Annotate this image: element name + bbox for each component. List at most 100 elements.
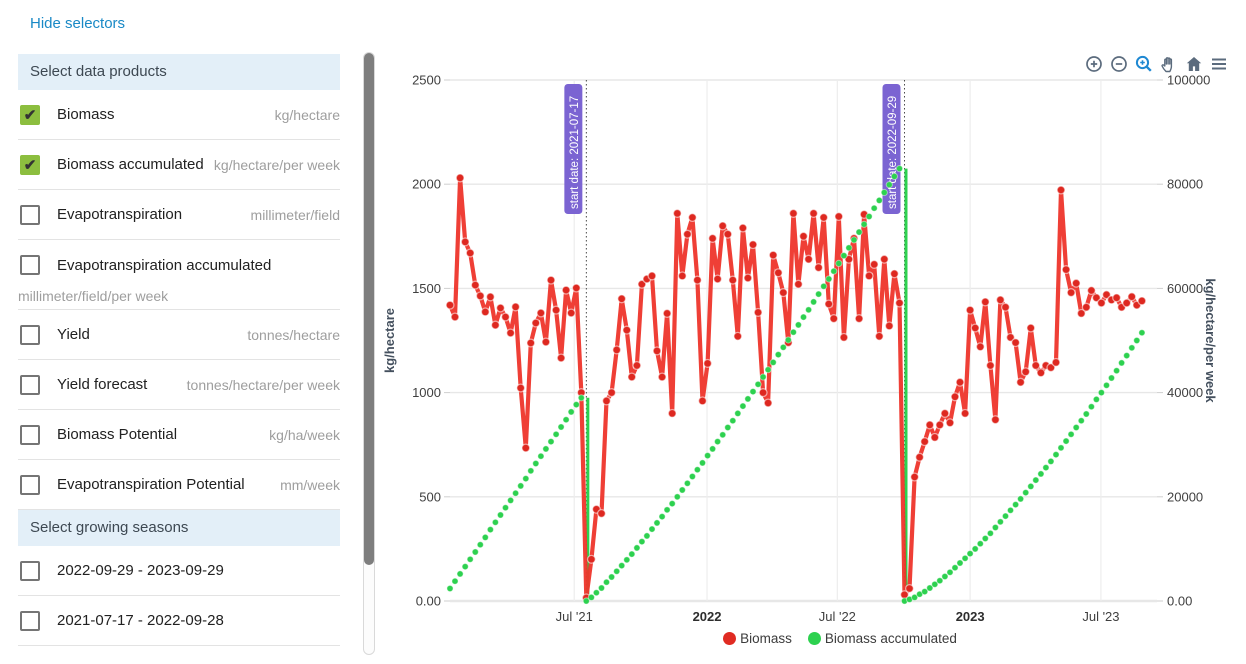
- biomass-point: [788, 208, 798, 218]
- biomass-point: [910, 472, 920, 482]
- biomass-point: [935, 420, 945, 430]
- biomass-point: [622, 325, 632, 335]
- accumulated-legend-dot: [807, 632, 821, 645]
- sidebar-scrollbar[interactable]: [363, 52, 375, 655]
- checkbox[interactable]: [20, 474, 40, 495]
- checkbox[interactable]: [20, 255, 40, 275]
- biomass-point: [677, 271, 687, 281]
- accumulated-point: [820, 282, 828, 290]
- accumulated-point: [582, 597, 590, 605]
- zoom-out-icon[interactable]: [1107, 52, 1131, 76]
- pan-icon[interactable]: [1157, 52, 1181, 76]
- accumulated-point: [739, 402, 747, 410]
- biomass-point: [748, 240, 758, 250]
- menu-icon[interactable]: [1207, 52, 1231, 76]
- right-axis-title: kg/hectare/per week: [1203, 278, 1218, 403]
- accumulated-point: [734, 409, 742, 417]
- legend-item-biomass-accumulated[interactable]: Biomass accumulated: [807, 631, 957, 646]
- biomass-point: [814, 263, 824, 273]
- checkbox[interactable]: ✔: [20, 154, 40, 175]
- product-item-biomass-potential[interactable]: Biomass Potential kg/ha/week: [18, 410, 340, 460]
- accumulated-point: [537, 452, 545, 460]
- checkbox[interactable]: [20, 204, 40, 225]
- hide-selectors-link[interactable]: Hide selectors: [30, 15, 126, 32]
- accumulated-point: [941, 572, 949, 581]
- accumulated-point: [865, 212, 873, 221]
- accumulated-point: [1128, 344, 1136, 352]
- biomass-point: [460, 237, 470, 247]
- checkbox[interactable]: ✔: [20, 104, 40, 125]
- biomass-point: [672, 208, 682, 218]
- biomass-point: [955, 377, 965, 387]
- accumulated-point: [602, 578, 611, 586]
- accumulated-point: [1062, 437, 1070, 445]
- accumulated-point: [890, 172, 899, 180]
- section-header-data-products: Select data products: [18, 54, 340, 90]
- biomass-point: [723, 229, 733, 239]
- product-unit: millimeter/field/per week: [18, 288, 169, 304]
- accumulated-point: [971, 545, 979, 553]
- y-axis-tick-right: 0.00: [1167, 594, 1192, 609]
- product-item-biomass[interactable]: ✔ Biomass kg/hectare: [18, 90, 340, 140]
- accumulated-point: [951, 564, 959, 572]
- biomass-point: [864, 271, 874, 281]
- accumulated-point: [749, 388, 757, 396]
- checkbox[interactable]: [20, 374, 40, 395]
- y-axis-tick-left: 1500: [412, 281, 441, 296]
- biomass-point: [652, 346, 662, 356]
- scrollbar-thumb[interactable]: [364, 53, 374, 565]
- biomass-point: [829, 314, 839, 324]
- accumulated-point: [562, 416, 570, 424]
- zoom-in-icon[interactable]: [1082, 52, 1106, 76]
- biomass-point: [455, 173, 465, 183]
- home-icon[interactable]: [1182, 52, 1206, 76]
- plot-area[interactable]: [450, 80, 1157, 601]
- biomass-point: [1127, 292, 1137, 302]
- product-item-evapotranspiration-potential[interactable]: Evapotranspiration Potential mm/week: [18, 460, 340, 510]
- product-item-evapotranspiration-accumulated[interactable]: Evapotranspiration accumulated millimete…: [18, 240, 340, 310]
- accumulated-point: [552, 430, 560, 438]
- accumulated-point: [1006, 506, 1015, 514]
- accumulated-point: [1118, 359, 1126, 367]
- product-item-biomass-accumulated[interactable]: ✔ Biomass accumulated kg/hectare/per wee…: [18, 140, 340, 190]
- season-start-label-bg: [564, 84, 583, 214]
- accumulated-point: [1017, 495, 1025, 503]
- legend-item-biomass[interactable]: Biomass: [723, 631, 792, 646]
- accumulated-point: [572, 401, 580, 409]
- accumulated-point: [476, 541, 484, 549]
- checkbox[interactable]: [20, 610, 40, 631]
- biomass-point: [475, 291, 485, 301]
- checkbox[interactable]: [20, 424, 40, 445]
- box-zoom-icon[interactable]: [1132, 52, 1156, 76]
- biomass-point: [940, 408, 950, 418]
- product-item-yield[interactable]: Yield tonnes/hectare: [18, 310, 340, 360]
- biomass-point: [733, 331, 743, 341]
- biomass-point: [1076, 308, 1086, 318]
- x-axis-tick: Jul '23: [1082, 609, 1119, 624]
- biomass-point: [990, 415, 1000, 425]
- biomass-point: [596, 508, 607, 519]
- accumulated-point: [547, 438, 555, 446]
- checkbox[interactable]: [20, 324, 40, 345]
- accumulated-point: [729, 417, 737, 425]
- accumulated-point: [486, 526, 495, 534]
- biomass-point: [607, 388, 617, 398]
- product-item-yield-forecast[interactable]: Yield forecast tonnes/hectare/per week: [18, 360, 340, 410]
- accumulated-point: [1052, 451, 1060, 459]
- accumulated-point: [542, 445, 550, 453]
- accumulated-point: [774, 351, 782, 359]
- biomass-point: [511, 302, 521, 312]
- checkbox[interactable]: [20, 560, 40, 581]
- biomass-point: [662, 308, 672, 318]
- season-item-2022[interactable]: 2022-09-29 - 2023-09-29: [18, 546, 340, 596]
- biomass-point: [1086, 285, 1096, 296]
- accumulated-point: [648, 525, 656, 533]
- accumulated-point: [895, 165, 904, 173]
- product-unit: millimeter/field: [250, 206, 340, 223]
- product-item-evapotranspiration[interactable]: Evapotranspiration millimeter/field: [18, 190, 340, 240]
- biomass-point: [536, 308, 546, 318]
- season-item-2021[interactable]: 2021-07-17 - 2022-09-28: [18, 596, 340, 646]
- biomass-point: [445, 300, 455, 310]
- y-axis-tick-left: 0.00: [416, 594, 441, 609]
- y-axis-tick-left: 1000: [412, 385, 441, 400]
